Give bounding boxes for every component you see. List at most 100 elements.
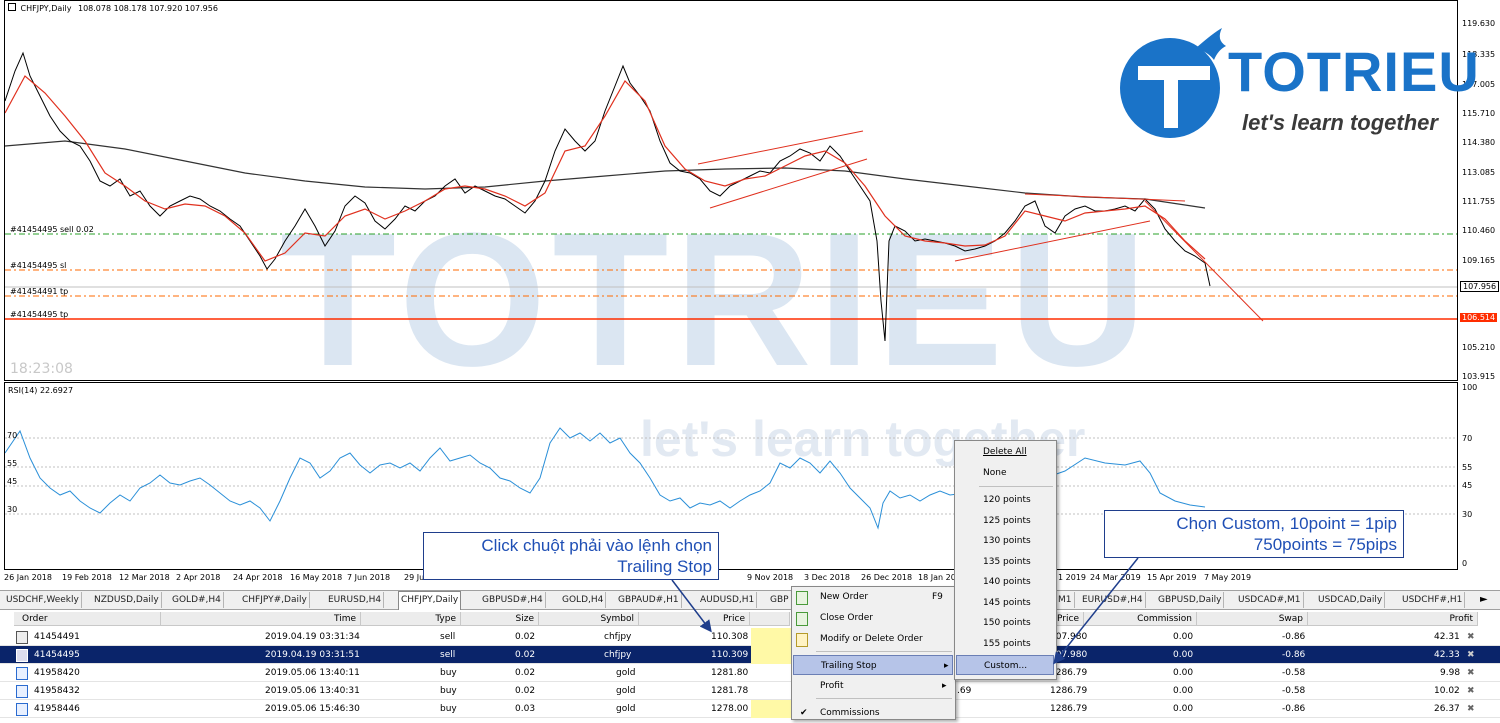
chart-tab[interactable]: GOLD#,H4	[170, 592, 224, 608]
price-tick: 114.380	[1462, 138, 1496, 147]
table-row-selected[interactable]: 41454495 2019.04.19 03:31:51 sell 0.02 c…	[0, 646, 1500, 664]
submenu-arrow-icon: ▸	[944, 661, 949, 671]
price-chart-panel[interactable]	[4, 0, 1458, 381]
rsi-tick: 70	[1462, 434, 1473, 443]
col-order[interactable]: Order	[14, 612, 161, 626]
submenu-arrow-icon: ▸	[942, 681, 947, 691]
table-row[interactable]: 41958446 2019.05.06 15:46:30 buy 0.03 go…	[0, 700, 1500, 718]
price-tick: 111.755	[1462, 197, 1496, 206]
submenu-item-points[interactable]: 155 points	[983, 634, 1031, 654]
order-id: 41454495	[34, 650, 80, 660]
trendline-5	[1144, 200, 1264, 322]
col-price[interactable]: Price	[639, 612, 750, 626]
modify-order-icon	[796, 633, 808, 647]
close-order-icon[interactable]: ✖	[1467, 686, 1475, 696]
order-size: 0.02	[515, 668, 536, 678]
menu-item-new-order[interactable]: New Order F9	[792, 587, 955, 607]
col-sl[interactable]	[750, 612, 790, 626]
col-price-label: Price	[723, 614, 745, 624]
table-row[interactable]: 41454491 2019.04.19 03:31:34 sell 0.02 c…	[0, 628, 1500, 646]
order-symbol: gold	[616, 668, 636, 678]
menu-item-profit[interactable]: Profit ▸	[792, 676, 955, 696]
chart-tab[interactable]: USDCAD#,M1	[1236, 592, 1304, 608]
col-cur-price[interactable]: Price	[1054, 612, 1084, 626]
menu-item-label: Trailing Stop	[821, 661, 877, 671]
chart-tabs-bar: USDCHF,Weekly NZDUSD,Daily GOLD#,H4 CHFJ…	[0, 590, 1500, 611]
order-tp: .69	[957, 686, 972, 696]
order-price: 1281.78	[711, 686, 749, 696]
submenu-item-points[interactable]: 130 points	[983, 531, 1031, 551]
submenu-item-label: 155 points	[983, 639, 1031, 649]
col-symbol-label: Symbol	[600, 614, 634, 624]
col-commission[interactable]: Commission	[1084, 612, 1197, 626]
close-order-icon[interactable]: ✖	[1467, 668, 1475, 678]
col-type[interactable]: Type	[361, 612, 461, 626]
submenu-item-points[interactable]: 150 points	[983, 613, 1031, 633]
submenu-item-none[interactable]: None	[983, 463, 1006, 483]
table-row[interactable]: 41958420 2019.05.06 13:40:11 buy 0.02 go…	[0, 664, 1500, 682]
chart-tab[interactable]: M1	[1056, 592, 1075, 608]
order-time: 2019.04.19 03:31:34	[265, 632, 360, 642]
close-order-icon[interactable]: ✖	[1467, 650, 1475, 660]
chart-tab[interactable]: GBPAUD#,H1	[616, 592, 682, 608]
menu-item-trailing-stop[interactable]: Trailing Stop ▸	[793, 655, 953, 675]
submenu-item-points[interactable]: 135 points	[983, 552, 1031, 572]
logo-title: TOTRIEU	[1228, 40, 1480, 103]
chart-tab[interactable]: AUDUSD,H1	[698, 592, 758, 608]
order-price: 1281.80	[711, 668, 749, 678]
logo-mark-icon	[1120, 28, 1226, 138]
submenu-item-points[interactable]: 145 points	[983, 593, 1031, 613]
menu-item-commissions[interactable]: ✔ Commissions	[792, 703, 955, 723]
order-id: 41454491	[34, 632, 80, 642]
submenu-item-points[interactable]: 120 points	[983, 490, 1031, 510]
col-swap[interactable]: Swap	[1197, 612, 1308, 626]
submenu-item-custom[interactable]: Custom...	[956, 655, 1054, 675]
price-tick: 109.165	[1462, 256, 1496, 265]
submenu-item-label: Custom...	[984, 661, 1028, 671]
tabs-scroll-right[interactable]: ►	[1480, 594, 1488, 605]
chart-tab-active[interactable]: CHFJPY,Daily	[398, 591, 462, 611]
date-axis: 26 Jan 2018 19 Feb 2018 12 Mar 2018 2 Ap…	[0, 572, 1458, 588]
chart-tab[interactable]: GBPUSD,Daily	[1156, 592, 1225, 608]
chart-tab[interactable]: USDCAD,Daily	[1316, 592, 1386, 608]
order-current-price: 107.980	[1050, 632, 1088, 642]
submenu-item-points[interactable]: 125 points	[983, 511, 1031, 531]
order-time: 2019.04.19 03:31:51	[265, 650, 360, 660]
menu-item-close-order[interactable]: Close Order	[792, 608, 955, 628]
chart-tab[interactable]: CHFJPY#,Daily	[240, 592, 310, 608]
chart-tab[interactable]: GOLD,H4	[560, 592, 607, 608]
order-time: 2019.05.06 15:46:30	[265, 704, 360, 714]
submenu-item-delete-all[interactable]: Delete All	[983, 442, 1027, 462]
order-price: 110.308	[711, 632, 749, 642]
col-profit[interactable]: Profit	[1308, 612, 1478, 626]
chart-tab[interactable]: USDCHF#,H1	[1400, 592, 1466, 608]
submenu-item-points[interactable]: 140 points	[983, 572, 1031, 592]
rsi-tick: 30	[1462, 510, 1473, 519]
date-tick: 15 Apr 2019	[1147, 573, 1197, 582]
menu-item-modify-order[interactable]: Modify or Delete Order	[792, 629, 955, 649]
rsi-line	[5, 427, 1206, 530]
chart-tab[interactable]: GBPUSD#,H4	[480, 592, 546, 608]
date-tick: 16 May 2018	[290, 573, 343, 582]
order-icon	[16, 667, 28, 680]
chart-window[interactable]: TOTRIEU let's learn together CHFJPY,Dail…	[0, 0, 1500, 590]
chart-tab[interactable]: NZDUSD,Daily	[92, 592, 162, 608]
price-tick: 115.710	[1462, 109, 1496, 118]
chart-tab[interactable]: EURUSD#,H4	[1080, 592, 1146, 608]
chart-tab[interactable]: EURUSD,H4	[326, 592, 385, 608]
price-tick: 105.210	[1462, 343, 1496, 352]
col-time[interactable]: Time	[161, 612, 361, 626]
order-sl-cell	[751, 646, 791, 664]
submenu-item-label: 130 points	[983, 536, 1031, 546]
trendline-4	[1024, 193, 1186, 202]
close-order-icon[interactable]: ✖	[1467, 632, 1475, 642]
date-tick: 7 Jun 2018	[347, 573, 391, 582]
close-order-icon[interactable]: ✖	[1467, 704, 1475, 714]
col-size[interactable]: Size	[461, 612, 539, 626]
chart-tab[interactable]: USDCHF,Weekly	[4, 592, 82, 608]
rsi-panel[interactable]	[4, 382, 1458, 570]
order-size: 0.02	[515, 650, 536, 660]
table-row[interactable]: 41958432 2019.05.06 13:40:31 buy 0.02 go…	[0, 682, 1500, 700]
col-symbol[interactable]: Symbol	[539, 612, 639, 626]
annotation-right-click: Click chuột phải vào lệnh chọn Trailing …	[423, 532, 719, 580]
